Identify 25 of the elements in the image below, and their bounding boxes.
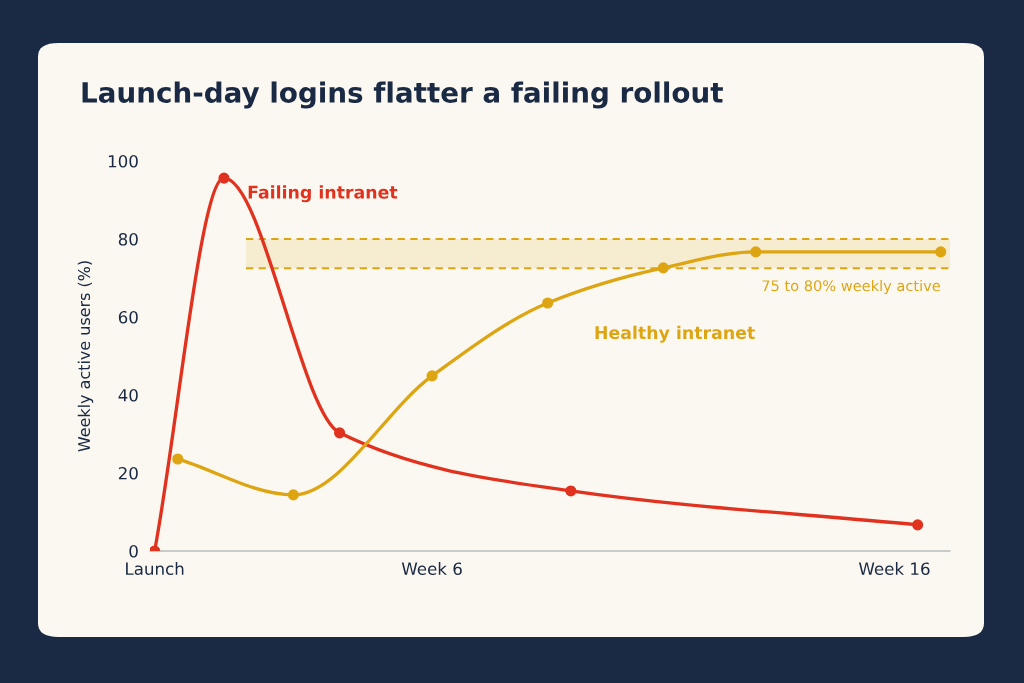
point [287, 489, 299, 501]
text: Healthy intranet [595, 325, 755, 343]
point [565, 485, 577, 497]
series-label: Failing intranet [248, 185, 398, 203]
point [426, 370, 438, 382]
band-label: 75 to 80% weekly active [762, 279, 940, 295]
y-axis-title: Weekly active users (%) [77, 261, 94, 452]
point [912, 519, 924, 531]
point [657, 262, 669, 274]
point [172, 453, 184, 465]
x-tick-label: Week 6 [401, 562, 462, 576]
y-tick-label: 0 [129, 544, 138, 558]
point [218, 172, 230, 184]
y-tick-label: 60 [118, 310, 138, 324]
point [750, 246, 762, 258]
y-tick-label: 80 [118, 232, 138, 246]
point [542, 297, 554, 309]
point [935, 246, 947, 258]
point [334, 427, 346, 439]
x-tick-label: Launch [126, 562, 184, 576]
y-tick-label: 20 [118, 466, 138, 480]
chart-title: Launch-day logins flatter a failing rollout [82, 81, 723, 109]
y-tick-label: 40 [118, 388, 138, 402]
x-tick-label: Week 16 [858, 562, 930, 576]
y-tick-label: 100 [108, 154, 138, 168]
